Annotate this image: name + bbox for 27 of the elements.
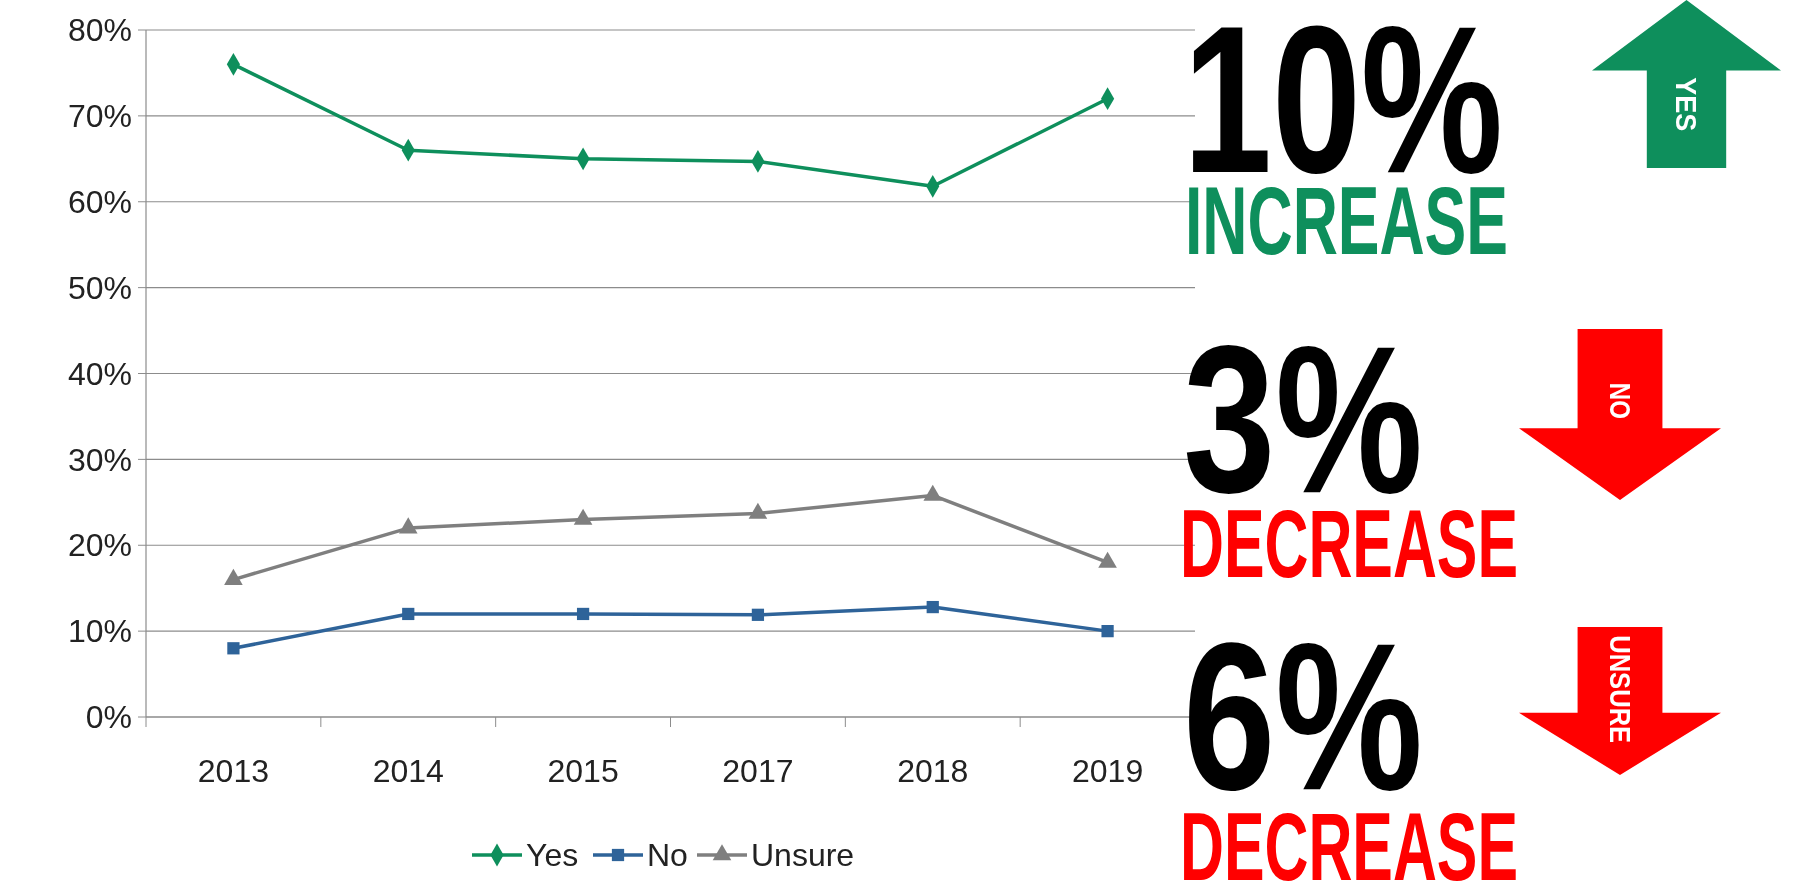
x-tick-label: 2014 [372,753,444,789]
y-tick-label: 30% [67,441,132,478]
text: YES [1670,77,1703,138]
y-tick-label: 0% [85,699,132,736]
y-tick-label: 20% [67,527,132,564]
point [1101,625,1114,638]
y-tick-label: 70% [67,98,132,135]
y-tick-label: 50% [67,269,132,306]
y-tick-label: 80% [67,12,132,49]
point [751,608,765,621]
legend-label: Unsure [751,837,855,874]
point [926,600,939,614]
legend-label: Yes [526,837,579,874]
legend-label: No [647,837,688,874]
x-tick-label: 2018 [897,753,969,789]
y-tick-label: 60% [67,183,132,220]
point [227,642,240,655]
y-tick-label: 10% [67,613,132,650]
text: UNSURE [1603,635,1637,762]
x-tick-label: 2019 [1071,753,1144,789]
x-tick-label: 2017 [722,753,794,789]
x-tick-label: 2015 [547,753,619,789]
point [576,607,590,621]
text: NO [1603,382,1637,428]
y-tick-label: 40% [67,355,132,392]
x-tick-label: 2013 [197,753,270,789]
point [402,607,415,621]
